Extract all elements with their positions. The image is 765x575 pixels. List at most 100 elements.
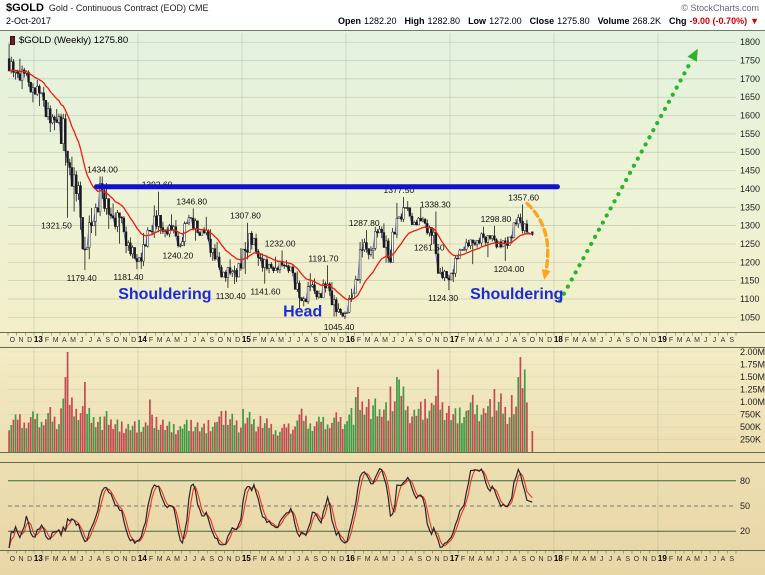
svg-text:J: J: [80, 556, 84, 563]
stochastic-layer: [8, 467, 533, 549]
svg-text:D: D: [235, 556, 240, 563]
svg-text:F: F: [149, 337, 153, 344]
svg-text:A: A: [374, 337, 379, 344]
svg-text:14: 14: [138, 554, 147, 563]
svg-text:N: N: [642, 337, 647, 344]
svg-text:J: J: [297, 337, 301, 344]
svg-text:M: M: [157, 556, 163, 563]
svg-text:D: D: [27, 337, 32, 344]
svg-text:M: M: [157, 337, 163, 344]
svg-text:1045.40: 1045.40: [324, 322, 355, 332]
svg-text:S: S: [521, 556, 526, 563]
svg-text:M: M: [469, 556, 475, 563]
svg-text:M: M: [261, 556, 267, 563]
svg-text:F: F: [461, 556, 465, 563]
stockcharts-credit: © StockCharts.com: [681, 3, 759, 13]
svg-text:M: M: [365, 337, 371, 344]
svg-text:M: M: [590, 337, 596, 344]
svg-text:M: M: [53, 337, 59, 344]
svg-text:S: S: [729, 337, 734, 344]
svg-text:17: 17: [450, 335, 459, 344]
pullback-arrow: [525, 201, 551, 280]
svg-text:M: M: [278, 556, 284, 563]
svg-text:J: J: [609, 556, 613, 563]
svg-text:1400: 1400: [740, 184, 760, 194]
svg-text:J: J: [401, 337, 405, 344]
svg-text:1240.20: 1240.20: [162, 251, 193, 261]
svg-text:J: J: [89, 337, 93, 344]
svg-text:F: F: [669, 556, 673, 563]
svg-text:O: O: [322, 337, 328, 344]
svg-text:A: A: [62, 337, 67, 344]
svg-text:1300: 1300: [740, 221, 760, 231]
svg-text:F: F: [357, 556, 361, 563]
svg-text:1450: 1450: [740, 166, 760, 176]
svg-text:17: 17: [450, 554, 459, 563]
svg-text:1191.70: 1191.70: [308, 253, 338, 263]
svg-text:19: 19: [658, 554, 667, 563]
svg-text:S: S: [625, 556, 630, 563]
svg-text:N: N: [434, 337, 439, 344]
quote-label-high: High: [404, 16, 425, 26]
svg-text:D: D: [131, 556, 136, 563]
svg-text:O: O: [426, 556, 432, 563]
svg-text:Head: Head: [283, 304, 322, 321]
svg-text:J: J: [600, 337, 604, 344]
svg-text:1.75M: 1.75M: [740, 360, 765, 370]
svg-text:1750: 1750: [740, 56, 760, 66]
svg-text:M: M: [278, 337, 284, 344]
svg-text:D: D: [651, 337, 656, 344]
svg-text:N: N: [434, 556, 439, 563]
svg-text:N: N: [226, 556, 231, 563]
svg-text:1377.50: 1377.50: [383, 185, 414, 195]
svg-text:O: O: [218, 556, 224, 563]
svg-text:1434.00: 1434.00: [87, 164, 118, 174]
quote-value-close: 1275.80: [557, 16, 590, 26]
svg-text:F: F: [565, 556, 569, 563]
svg-text:A: A: [686, 337, 691, 344]
svg-text:A: A: [201, 556, 206, 563]
svg-text:J: J: [609, 337, 613, 344]
svg-text:O: O: [114, 556, 120, 563]
svg-text:1350: 1350: [740, 202, 760, 212]
svg-text:1150: 1150: [740, 276, 759, 286]
svg-text:A: A: [478, 556, 483, 563]
svg-text:S: S: [313, 337, 318, 344]
svg-text:1.25M: 1.25M: [740, 385, 765, 395]
svg-text:N: N: [122, 556, 127, 563]
svg-text:O: O: [426, 337, 432, 344]
svg-text:D: D: [443, 556, 448, 563]
svg-text:A: A: [409, 556, 414, 563]
svg-text:A: A: [166, 556, 171, 563]
ma-line-layer: [8, 69, 533, 301]
svg-text:D: D: [235, 337, 240, 344]
quote-label-low: Low: [468, 16, 487, 26]
svg-text:D: D: [443, 337, 448, 344]
svg-text:1550: 1550: [740, 129, 760, 139]
series-label-text: $GOLD (Weekly) 1275.80: [19, 35, 129, 46]
svg-text:15: 15: [242, 554, 251, 563]
svg-text:15: 15: [242, 335, 251, 344]
axis-labels: 1800175017001650160015501500145014001350…: [7, 37, 765, 563]
svg-text:J: J: [193, 337, 197, 344]
svg-text:A: A: [270, 337, 275, 344]
svg-text:D: D: [651, 556, 656, 563]
chart-background: [0, 30, 765, 575]
svg-text:S: S: [625, 337, 630, 344]
svg-text:1100: 1100: [740, 294, 759, 304]
svg-text:18: 18: [554, 335, 563, 344]
svg-text:M: M: [573, 556, 579, 563]
svg-text:O: O: [530, 556, 536, 563]
svg-text:A: A: [721, 337, 726, 344]
svg-text:2.00M: 2.00M: [740, 347, 765, 357]
svg-text:1357.60: 1357.60: [508, 192, 539, 202]
svg-text:O: O: [634, 556, 640, 563]
svg-text:J: J: [288, 337, 292, 344]
quote-label-chg: Chg: [669, 16, 687, 26]
svg-text:A: A: [582, 556, 587, 563]
chart-header: $GOLD Gold - Continuous Contract (EOD) C…: [0, 0, 765, 30]
svg-text:F: F: [669, 337, 673, 344]
svg-text:1141.60: 1141.60: [250, 287, 280, 297]
svg-text:A: A: [478, 337, 483, 344]
svg-text:A: A: [97, 556, 102, 563]
